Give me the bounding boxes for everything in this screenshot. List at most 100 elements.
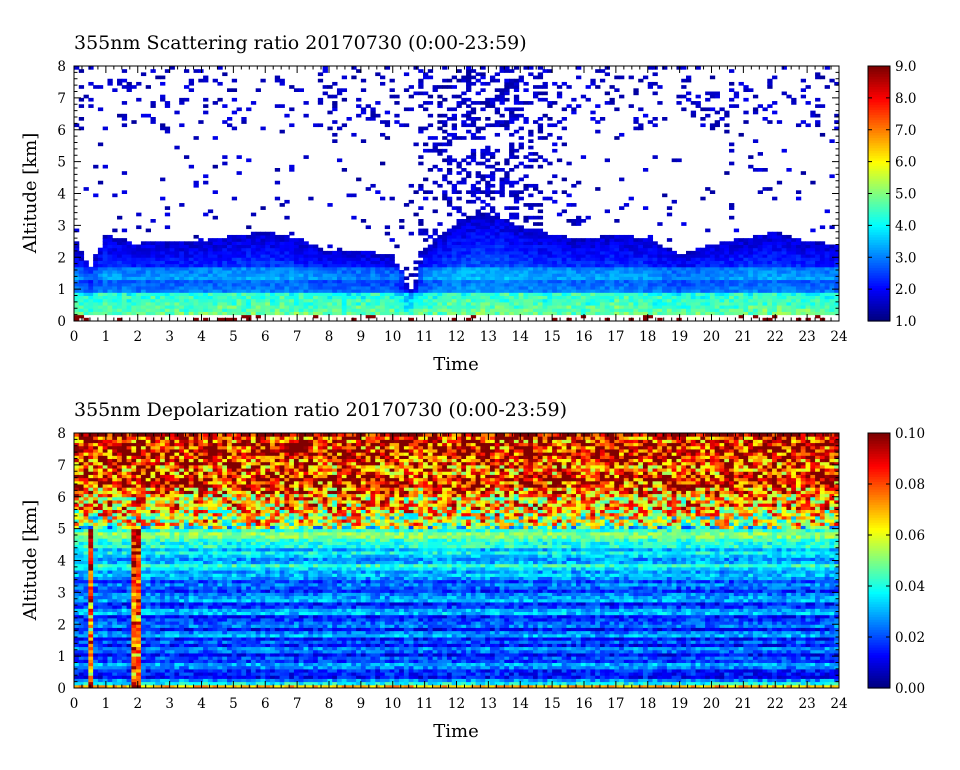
heatmap-cell — [642, 168, 649, 172]
heatmap-cell — [375, 266, 381, 271]
heatmap-cell — [160, 75, 166, 80]
heatmap-cell — [824, 244, 830, 249]
heatmap-cell — [403, 266, 410, 271]
heatmap-cell — [595, 305, 601, 309]
heatmap-cell — [642, 206, 649, 210]
heatmap-cell — [781, 254, 787, 258]
heatmap-cell — [824, 279, 830, 284]
heatmap-cell — [642, 75, 649, 80]
heatmap-cell — [360, 285, 367, 290]
heatmap-cell — [284, 215, 290, 220]
heatmap-cell — [542, 273, 548, 277]
heatmap-cell — [767, 81, 773, 86]
heatmap-cell — [442, 254, 448, 258]
heatmap-cell — [303, 270, 309, 274]
heatmap-cell — [633, 126, 639, 131]
heatmap-cell — [523, 203, 529, 207]
heatmap-cell — [504, 282, 510, 287]
heatmap-cell — [504, 126, 510, 131]
heatmap-cell — [748, 266, 754, 271]
heatmap-cell — [642, 301, 649, 306]
heatmap-cell — [117, 282, 123, 287]
heatmap-cell — [824, 260, 830, 265]
heatmap-cell — [437, 273, 443, 277]
heatmap-cell — [724, 250, 730, 255]
heatmap-cell — [341, 311, 348, 316]
heatmap-cell — [270, 308, 276, 312]
heatmap-cell — [451, 187, 457, 191]
heatmap-cell — [351, 250, 357, 255]
heatmap-cell — [231, 301, 238, 306]
heatmap-cell — [112, 308, 118, 312]
heatmap-cell — [303, 295, 309, 300]
heatmap-cell — [485, 289, 491, 293]
heatmap-cell — [810, 301, 816, 306]
heatmap-cell — [308, 292, 314, 296]
heatmap-cell — [795, 190, 802, 194]
heatmap-cell — [724, 295, 730, 300]
heatmap-cell — [279, 250, 285, 255]
heatmap-cell — [203, 270, 209, 274]
heatmap-cell — [542, 279, 548, 284]
heatmap-cell — [829, 270, 835, 274]
heatmap-cell — [394, 311, 400, 316]
heatmap-cell — [666, 301, 673, 306]
heatmap-cell — [164, 276, 171, 281]
heatmap-cell — [695, 257, 701, 261]
x-tick-label: 18 — [639, 329, 656, 345]
heatmap-cell — [695, 276, 701, 281]
heatmap-cell — [494, 244, 501, 249]
heatmap-cell — [523, 238, 529, 242]
heatmap-cell — [351, 308, 357, 312]
heatmap-cell — [518, 101, 524, 105]
heatmap-cell — [489, 75, 496, 80]
heatmap-cell — [461, 228, 467, 233]
heatmap-cell — [341, 308, 348, 312]
heatmap-cell — [231, 285, 238, 290]
heatmap-cell — [403, 311, 410, 316]
heatmap-cell — [270, 289, 276, 293]
heatmap-cell — [265, 250, 271, 255]
heatmap-cell — [762, 117, 768, 121]
heatmap-cell — [475, 292, 481, 296]
heatmap-cell — [686, 78, 692, 83]
heatmap-cell — [834, 260, 840, 265]
heatmap-cell — [494, 222, 501, 226]
heatmap-cell — [834, 254, 840, 258]
heatmap-cell — [136, 273, 142, 277]
heatmap-cell — [222, 289, 228, 293]
heatmap-cell — [188, 81, 195, 86]
heatmap-cell — [231, 305, 238, 309]
heatmap-cell — [212, 247, 218, 252]
heatmap-cell — [513, 193, 520, 198]
heatmap-cell — [451, 289, 457, 293]
heatmap-cell — [250, 298, 257, 303]
heatmap-cell — [131, 244, 137, 249]
heatmap-cell — [203, 257, 209, 261]
heatmap-cell — [485, 231, 491, 236]
heatmap-cell — [647, 254, 654, 258]
heatmap-cell — [327, 250, 333, 255]
heatmap-cell — [117, 215, 123, 220]
heatmap-cell — [437, 279, 443, 284]
heatmap-cell — [169, 244, 175, 249]
heatmap-cell — [542, 85, 548, 89]
heatmap-cell — [231, 250, 238, 255]
heatmap-cell — [547, 298, 553, 303]
heatmap-cell — [489, 250, 496, 255]
heatmap-cell — [552, 270, 558, 274]
heatmap-cell — [356, 301, 362, 306]
heatmap-cell — [638, 298, 644, 303]
heatmap-cell — [136, 292, 142, 296]
heatmap-cell — [255, 244, 261, 249]
heatmap-cell — [552, 292, 558, 296]
heatmap-cell — [489, 289, 496, 293]
heatmap-cell — [585, 250, 591, 255]
heatmap-cell — [580, 94, 587, 99]
heatmap-cell — [504, 250, 510, 255]
heatmap-cell — [556, 250, 563, 255]
heatmap-cell — [183, 289, 190, 293]
heatmap-cell — [509, 238, 515, 242]
heatmap-cell — [671, 250, 677, 255]
heatmap-cell — [537, 260, 544, 265]
